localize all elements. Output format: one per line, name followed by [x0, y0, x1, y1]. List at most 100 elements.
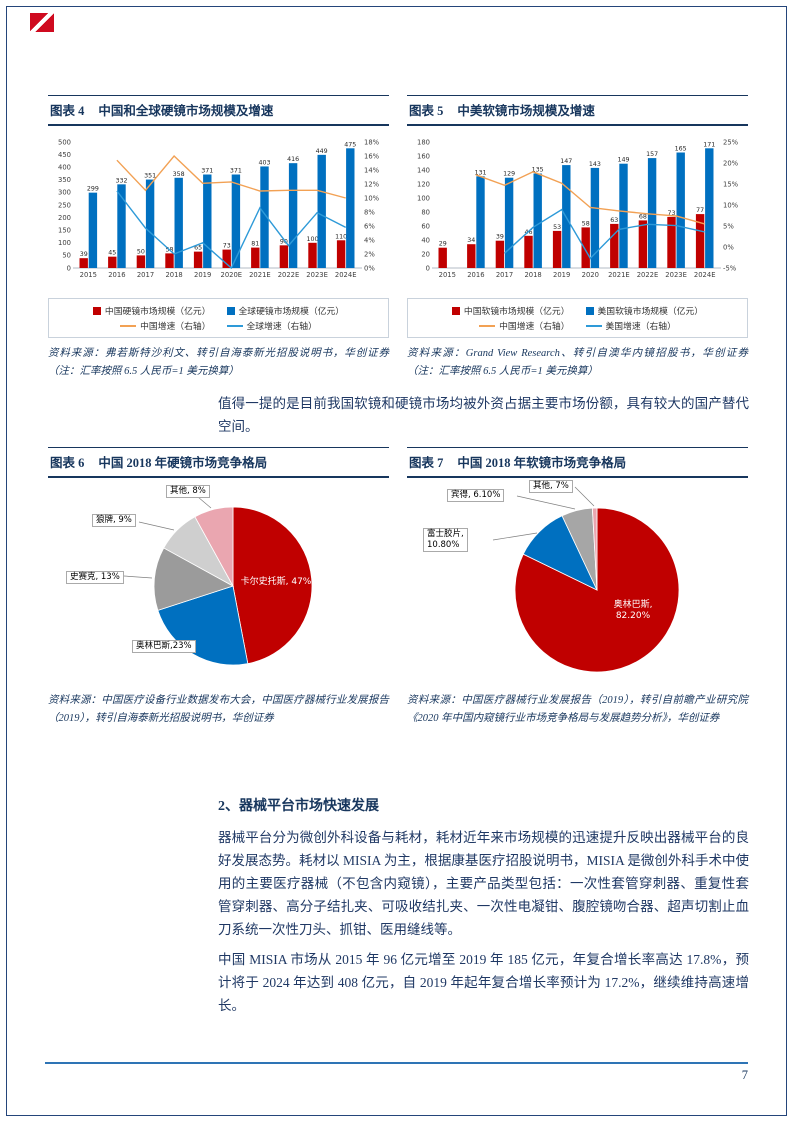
svg-text:150: 150	[58, 227, 71, 235]
figure-tag: 图表 4	[50, 104, 85, 118]
legend-row: 中国硬镜市场规模（亿元） 全球硬镜市场规模（亿元）	[53, 304, 384, 317]
svg-text:100: 100	[417, 194, 430, 202]
intro-paragraph: 值得一提的是目前我国软镜和硬镜市场均被外资占据主要市场份额，具有较大的国产替代空…	[218, 396, 749, 434]
svg-text:140: 140	[417, 166, 430, 174]
svg-text:371: 371	[201, 168, 213, 175]
legend-item: 中国增速（右轴）	[120, 319, 211, 332]
legend-line-swatch	[120, 324, 137, 327]
svg-text:200: 200	[58, 214, 71, 222]
figure-4-title: 图表 4 中国和全球硬镜市场规模及增速	[48, 95, 389, 126]
svg-text:5%: 5%	[723, 222, 734, 230]
legend-row: 中国增速（右轴） 美国增速（右轴）	[412, 319, 743, 332]
figure-5: 图表 5 中美软镜市场规模及增速 0 20 40 60 80 100 120 140 160 18…	[407, 95, 748, 381]
figure-4: 图表 4 中国和全球硬镜市场规模及增速 0 50 100 150 200 250 300 35…	[48, 95, 389, 381]
svg-text:2024E: 2024E	[335, 271, 357, 279]
svg-text:403: 403	[258, 159, 270, 166]
figure-tag: 图表 6	[50, 456, 85, 470]
legend-swatch	[585, 306, 594, 315]
svg-text:500: 500	[58, 138, 71, 146]
svg-text:2023E: 2023E	[306, 271, 328, 279]
section-paragraph-2: 中国 MISIA 市场从 2015 年 96 亿元增至 2019 年 185 亿…	[218, 952, 749, 1013]
legend-line-swatch	[226, 324, 243, 327]
figure-tag: 图表 5	[409, 104, 444, 118]
svg-text:0%: 0%	[723, 243, 734, 251]
svg-text:2%: 2%	[364, 250, 375, 258]
legend-label: 全球增速（右轴）	[246, 322, 317, 332]
svg-text:149: 149	[617, 157, 629, 164]
svg-text:135: 135	[532, 167, 544, 174]
svg-text:14%: 14%	[364, 166, 380, 174]
svg-text:450: 450	[58, 151, 71, 159]
svg-text:6%: 6%	[364, 222, 375, 230]
svg-text:0%: 0%	[364, 264, 375, 272]
svg-text:10%: 10%	[364, 194, 380, 202]
svg-text:299: 299	[87, 186, 99, 193]
svg-text:68: 68	[639, 213, 647, 220]
svg-text:40: 40	[421, 236, 430, 244]
svg-text:63: 63	[610, 217, 618, 224]
svg-text:2022E: 2022E	[637, 271, 659, 279]
figure-5-source: 资料来源：Grand View Research、转引自澳华内镜招股书，华创证券…	[407, 348, 748, 377]
svg-text:18%: 18%	[364, 138, 380, 146]
svg-text:0: 0	[67, 264, 71, 272]
figure-title-text: 中国 2018 年软镜市场竞争格局	[457, 456, 627, 470]
svg-text:77: 77	[696, 207, 704, 214]
figure-4-source: 资料来源：弗若斯特沙利文、转引自海泰新光招股说明书，华创证券（注：汇率按照 6.…	[48, 348, 389, 377]
svg-text:2017: 2017	[137, 271, 154, 279]
svg-text:143: 143	[589, 161, 601, 168]
svg-text:39: 39	[496, 234, 504, 241]
legend-item: 美国增速（右轴）	[585, 319, 676, 332]
svg-text:180: 180	[417, 138, 430, 146]
svg-text:250: 250	[58, 201, 71, 209]
svg-text:2024E: 2024E	[694, 271, 716, 279]
legend-label: 美国增速（右轴）	[605, 322, 676, 332]
svg-text:2015: 2015	[80, 271, 97, 279]
svg-text:4%: 4%	[364, 236, 375, 244]
svg-text:2022E: 2022E	[278, 271, 300, 279]
svg-text:2016: 2016	[108, 271, 125, 279]
svg-text:58: 58	[582, 220, 590, 227]
figure-7: 图表 7 中国 2018 年软镜市场竞争格局 奥林巴斯, 82.20% 富士胶片…	[407, 447, 748, 728]
pie-label-pentax: 宾得, 6.10%	[447, 489, 505, 502]
legend-swatch	[226, 306, 235, 315]
pie-chart-svg	[123, 496, 313, 666]
svg-text:131: 131	[474, 169, 486, 176]
legend-swatch	[92, 306, 101, 315]
svg-text:29: 29	[439, 241, 447, 248]
svg-text:0: 0	[426, 264, 430, 272]
svg-text:50: 50	[137, 248, 145, 255]
legend-line-swatch	[585, 324, 602, 327]
svg-text:332: 332	[115, 177, 127, 184]
legend-label: 美国软镜市场规模（亿元）	[597, 307, 704, 317]
legend-label: 中国增速（右轴）	[499, 322, 570, 332]
svg-text:53: 53	[553, 224, 561, 231]
chart-5-legend: 中国软镜市场规模（亿元） 美国软镜市场规模（亿元） 中国增速（右轴） 美国增速（…	[407, 298, 748, 338]
svg-text:81: 81	[251, 241, 259, 248]
pie-chart-hard-endoscope: 卡尔史托斯, 47% 奥林巴斯,23% 史赛克, 13% 狼牌, 9% 其他, …	[48, 480, 389, 685]
legend-item: 中国增速（右轴）	[479, 319, 570, 332]
svg-text:25%: 25%	[723, 138, 739, 146]
svg-text:20%: 20%	[723, 159, 739, 167]
figure-6-title: 图表 6 中国 2018 年硬镜市场竞争格局	[48, 447, 389, 478]
svg-text:39: 39	[80, 251, 88, 258]
legend-item: 全球硬镜市场规模（亿元）	[226, 304, 344, 317]
svg-text:73: 73	[667, 210, 675, 217]
svg-text:60: 60	[421, 222, 430, 230]
svg-text:2017: 2017	[496, 271, 513, 279]
svg-text:45: 45	[108, 250, 116, 257]
chart-4-legend: 中国硬镜市场规模（亿元） 全球硬镜市场规模（亿元） 中国增速（右轴） 全球增速（…	[48, 298, 389, 338]
svg-text:73: 73	[223, 243, 231, 250]
bar-line-chart-soft-endoscope: 0 20 40 60 80 100 120 140 160 180 -5% 0% 5% 10% 15% 20%…	[417, 138, 739, 279]
svg-text:20: 20	[421, 250, 430, 258]
svg-text:12%: 12%	[364, 180, 380, 188]
svg-text:100: 100	[58, 239, 71, 247]
pie-label-others: 其他, 7%	[529, 480, 573, 493]
figure-title-text: 中国和全球硬镜市场规模及增速	[98, 104, 274, 118]
legend-row: 中国软镜市场规模（亿元） 美国软镜市场规模（亿元）	[412, 304, 743, 317]
legend-label: 中国软镜市场规模（亿元）	[463, 307, 570, 317]
section-paragraph-1: 器械平台分为微创外科设备与耗材，耗材近年来市场规模的迅速提升反映出器械平台的良好…	[218, 830, 749, 937]
pie-label-olympus: 奥林巴斯, 82.20%	[613, 600, 653, 621]
legend-item: 全球增速（右轴）	[226, 319, 317, 332]
svg-text:50: 50	[62, 252, 71, 260]
pie-label-others: 其他, 8%	[166, 485, 210, 498]
